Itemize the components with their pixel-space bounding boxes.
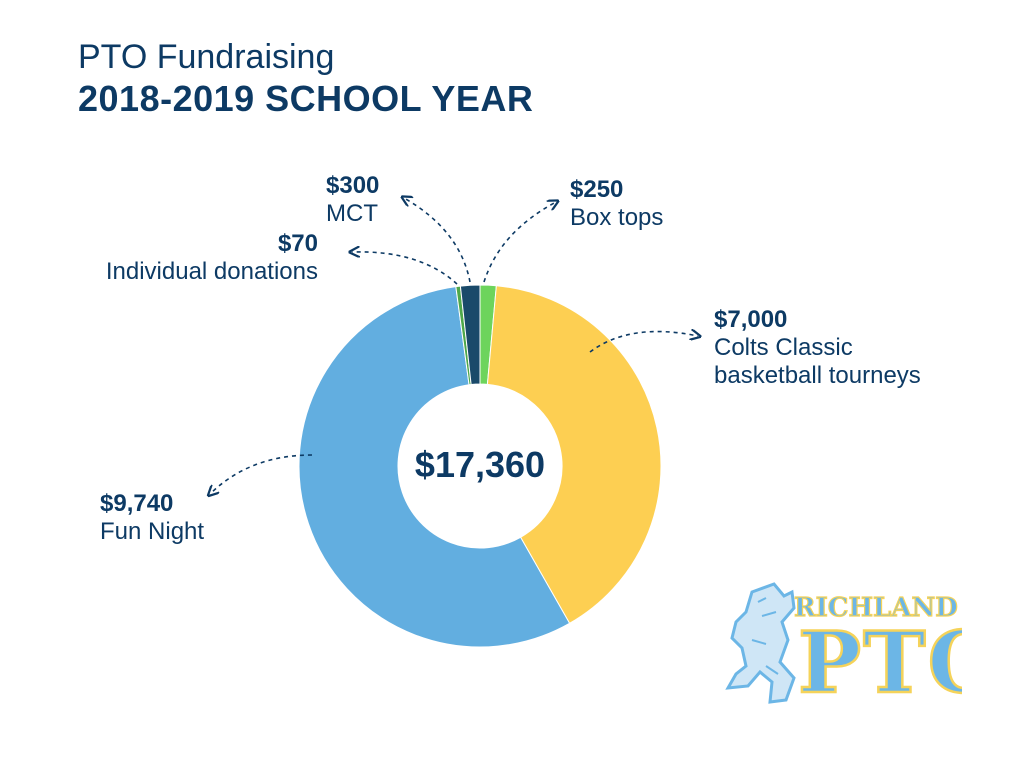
- chart-subtitle: 2018-2019 SCHOOL YEAR: [78, 78, 534, 119]
- leader-colts: [589, 332, 698, 353]
- label-funnight-value: $9,740: [100, 490, 174, 517]
- leader-boxtops: [483, 202, 556, 283]
- label-mct: $300 MCT: [326, 172, 379, 228]
- label-boxtops: $250 Box tops: [570, 176, 663, 232]
- donut-slice-mct: [459, 284, 481, 386]
- chart-title: PTO Fundraising: [78, 38, 335, 76]
- label-boxtops-value: $250: [570, 176, 624, 203]
- donut-total: $17,360: [414, 444, 546, 485]
- donut-slice-colts-classic-basketball-tourneys: [486, 285, 662, 624]
- label-boxtops-name: Box tops: [570, 204, 664, 231]
- label-colts: $7,000 Colts Classic basketball tourneys: [714, 306, 921, 390]
- label-colts-name-line2: basketball tourneys: [714, 362, 921, 389]
- label-individual: $70 Individual donations: [60, 230, 318, 286]
- label-individual-name: Individual donations: [105, 258, 318, 285]
- donut-slice-fun-night: [298, 286, 571, 648]
- leader-mct: [404, 198, 471, 283]
- richland-pto-logo: RICHLAND #44 PTO: [725, 582, 962, 712]
- label-funnight-name: Fun Night: [100, 518, 205, 545]
- label-individual-value: $70: [277, 230, 318, 257]
- leader-funnight: [210, 454, 313, 494]
- label-colts-value: $7,000: [714, 306, 788, 333]
- mustang-icon: [725, 582, 796, 704]
- logo-line2: PTO: [798, 613, 962, 712]
- label-funnight: $9,740 Fun Night: [100, 490, 204, 546]
- label-colts-name-line1: Colts Classic: [714, 334, 853, 361]
- label-mct-name: MCT: [326, 200, 378, 227]
- leader-individual: [352, 252, 458, 285]
- logo-line1: RICHLAND #44: [794, 593, 962, 623]
- label-mct-value: $300: [326, 172, 380, 199]
